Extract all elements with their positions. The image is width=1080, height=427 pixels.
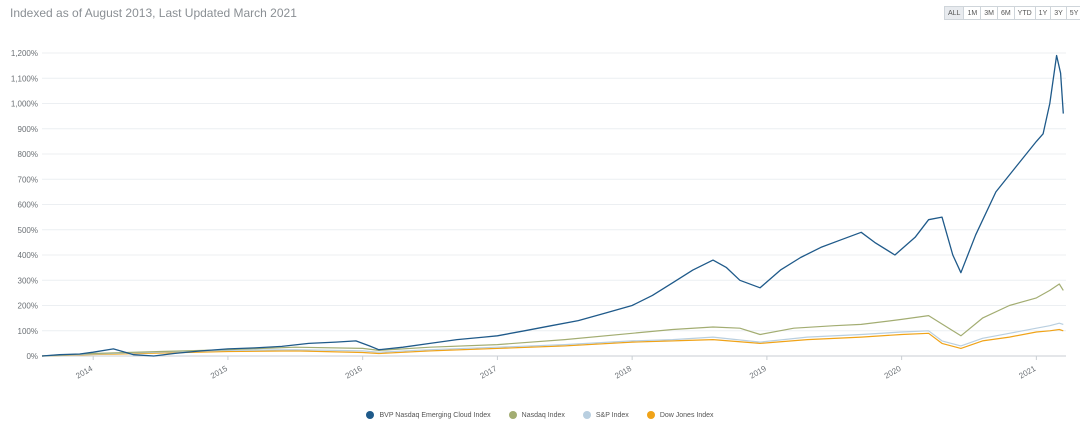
legend-item-sp[interactable]: S&P Index [582, 411, 629, 419]
x-tick-label: 2019 [748, 364, 768, 381]
y-tick-label: 1,100% [11, 74, 38, 83]
x-tick-label: 2020 [883, 364, 903, 381]
legend-label: Nasdaq Index [521, 411, 565, 419]
legend-item-nasdaq[interactable]: Nasdaq Index [508, 411, 565, 419]
y-tick-label: 400% [18, 251, 38, 260]
legend: BVP Nasdaq Emerging Cloud Index Nasdaq I… [0, 411, 1080, 419]
x-tick-label: 2017 [478, 364, 498, 381]
y-tick-label: 0% [26, 352, 38, 361]
legend-item-bvp[interactable]: BVP Nasdaq Emerging Cloud Index [366, 411, 491, 419]
y-tick-label: 100% [18, 327, 38, 336]
chart-subtitle: Indexed as of August 2013, Last Updated … [10, 6, 297, 20]
y-axis: 0% 100% 200% 300% 400% 500% 600% 700% 800% 900% 1,… [11, 49, 38, 361]
range-button-1m[interactable]: 1M [963, 6, 982, 20]
series-line-3 [41, 328, 1064, 357]
grid-lines [42, 52, 1066, 357]
range-button-ytd[interactable]: YTD [1013, 6, 1036, 20]
legend-dot-icon [366, 411, 375, 419]
y-tick-label: 800% [18, 150, 38, 159]
range-button-3m[interactable]: 3M [980, 6, 998, 20]
legend-label: BVP Nasdaq Emerging Cloud Index [379, 411, 491, 419]
y-tick-label: 1,200% [11, 49, 38, 58]
y-tick-label: 300% [18, 276, 38, 285]
range-button-5y[interactable]: 5Y [1065, 6, 1080, 20]
range-selector: ALL 1M 3M 6M YTD 1Y 3Y 5Y [944, 6, 1080, 20]
x-tick-label: 2021 [1017, 364, 1037, 381]
series-line-1 [41, 283, 1064, 357]
legend-label: S&P Index [595, 411, 629, 419]
legend-dot-icon [646, 411, 655, 419]
legend-item-dow[interactable]: Dow Jones Index [646, 411, 714, 419]
y-tick-label: 700% [18, 175, 38, 184]
line-chart: 0% 100% 200% 300% 400% 500% 600% 700% 800% 900% 1,… [11, 49, 1066, 381]
y-tick-label: 1,000% [11, 100, 38, 109]
y-tick-label: 600% [18, 201, 38, 210]
x-tick-label: 2016 [344, 364, 364, 381]
series-line-0 [41, 54, 1064, 357]
y-tick-label: 500% [18, 226, 38, 235]
y-tick-label: 200% [18, 302, 38, 311]
y-tick-label: 900% [18, 125, 38, 134]
x-tick-label: 2014 [74, 364, 94, 381]
legend-dot-icon [508, 411, 517, 419]
x-tick-label: 2018 [613, 364, 633, 381]
legend-label: Dow Jones Index [659, 411, 714, 419]
x-tick-label: 2015 [209, 364, 229, 381]
series-lines [41, 54, 1064, 357]
x-axis: 2014 2015 2016 2017 2018 2019 2020 2021 [74, 356, 1038, 381]
legend-dot-icon [582, 411, 591, 419]
series-line-2 [41, 322, 1064, 357]
